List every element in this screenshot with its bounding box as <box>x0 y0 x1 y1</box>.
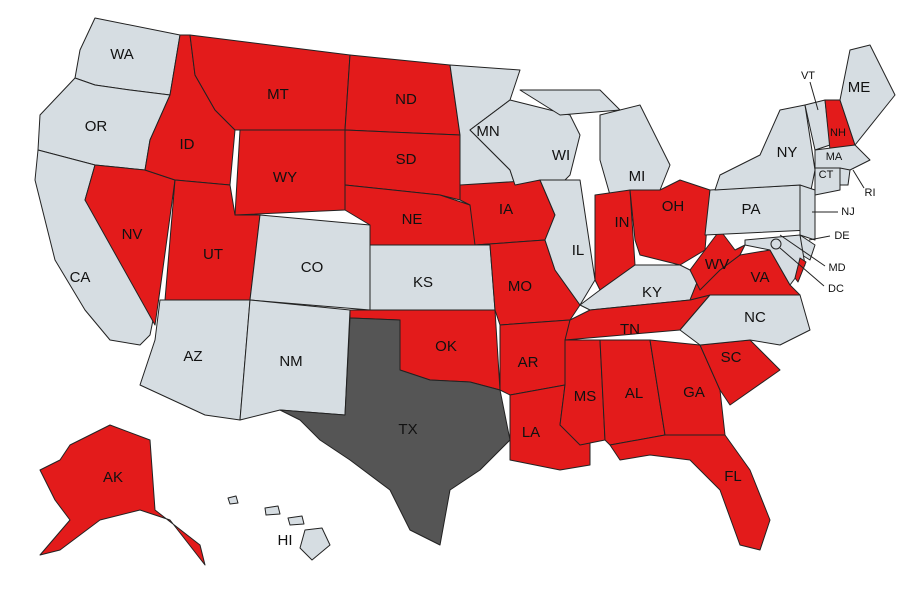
label-TN: TN <box>620 321 640 338</box>
label-SC: SC <box>721 349 742 366</box>
label-FL: FL <box>724 468 742 485</box>
label-IL: IL <box>572 242 585 259</box>
label-MO: MO <box>508 278 532 295</box>
label-VA: VA <box>751 269 770 286</box>
label-ID: ID <box>180 136 195 153</box>
state-IL <box>539 179 596 306</box>
state-HI <box>227 495 239 505</box>
state-CT <box>814 167 841 196</box>
state-MD <box>744 234 806 286</box>
label-OK: OK <box>435 338 457 355</box>
state-HI <box>287 515 305 526</box>
state-ME <box>839 44 896 146</box>
label-MA: MA <box>826 151 843 163</box>
label-AL: AL <box>625 385 643 402</box>
leader-lines <box>779 81 865 287</box>
label-CO: CO <box>301 259 324 276</box>
state-VA <box>794 257 807 283</box>
label-MT: MT <box>267 86 289 103</box>
state-GA <box>649 339 726 436</box>
label-NC: NC <box>744 309 766 326</box>
label-WI: WI <box>552 147 570 164</box>
state-TX <box>279 317 511 546</box>
label-OH: OH <box>662 198 685 215</box>
label-WY: WY <box>273 169 297 186</box>
label-WA: WA <box>110 46 134 63</box>
state-SD <box>344 129 461 201</box>
label-IA: IA <box>499 201 513 218</box>
label-VT: VT <box>801 70 815 82</box>
label-NM: NM <box>279 353 302 370</box>
label-AK: AK <box>103 469 123 486</box>
label-RI: RI <box>865 187 876 199</box>
label-LA: LA <box>522 424 540 441</box>
label-MD: MD <box>828 262 845 274</box>
label-OR: OR <box>85 118 108 135</box>
label-KS: KS <box>413 274 433 291</box>
state-MI <box>519 89 621 116</box>
state-NJ <box>799 184 816 241</box>
label-NJ: NJ <box>841 206 854 218</box>
label-GA: GA <box>683 384 705 401</box>
label-WV: WV <box>705 256 729 273</box>
label-PA: PA <box>742 201 761 218</box>
label-AR: AR <box>518 354 539 371</box>
state-NY <box>714 104 816 196</box>
label-MN: MN <box>476 123 499 140</box>
label-CT: CT <box>819 169 834 181</box>
state-MA <box>814 144 871 171</box>
state-HI <box>299 527 331 561</box>
state-AK <box>39 424 206 566</box>
label-ND: ND <box>395 91 417 108</box>
state-HI <box>264 505 281 516</box>
label-TX: TX <box>398 421 417 438</box>
label-NH: NH <box>830 127 846 139</box>
label-HI: HI <box>278 532 293 549</box>
label-SD: SD <box>396 151 417 168</box>
state-FL <box>609 434 771 551</box>
label-CA: CA <box>70 269 91 286</box>
label-ME: ME <box>848 79 871 96</box>
label-MI: MI <box>629 168 646 185</box>
label-AZ: AZ <box>183 348 202 365</box>
label-DE: DE <box>834 230 849 242</box>
state-OH <box>629 179 711 266</box>
label-DC: DC <box>828 283 844 295</box>
label-KY: KY <box>642 284 662 301</box>
state-RI <box>839 167 851 186</box>
label-NY: NY <box>777 144 798 161</box>
label-NV: NV <box>122 226 143 243</box>
state-DC <box>770 238 782 250</box>
label-IN: IN <box>615 214 630 231</box>
label-UT: UT <box>203 246 223 263</box>
label-MS: MS <box>574 388 597 405</box>
label-NE: NE <box>402 211 423 228</box>
